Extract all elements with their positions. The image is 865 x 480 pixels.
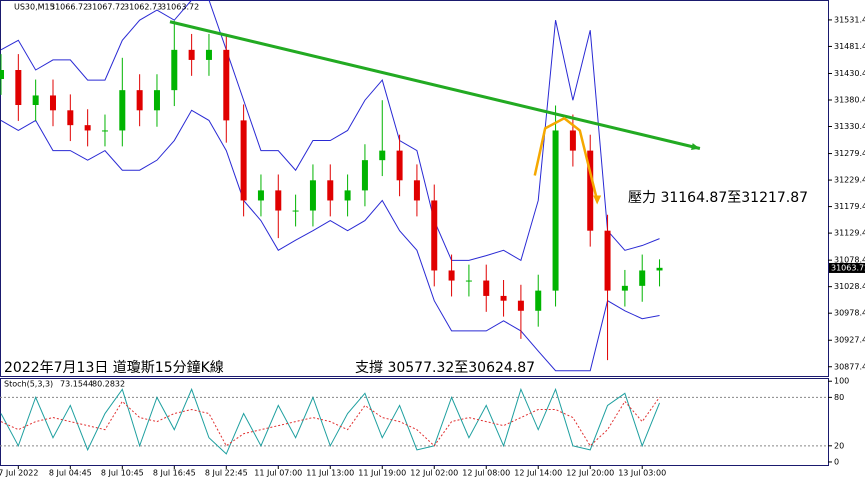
candle-body	[188, 49, 195, 60]
candle-body	[205, 49, 212, 60]
candle-body	[465, 280, 472, 282]
candle-body	[656, 267, 663, 271]
y-tick-label: 31279.44	[834, 149, 865, 158]
candle-body	[604, 230, 611, 291]
candle-body	[396, 150, 403, 181]
orange-arrow-path	[533, 116, 599, 201]
main-plot	[0, 0, 701, 372]
candle-body	[431, 200, 438, 271]
y-tick-label: 31531.44	[834, 15, 865, 24]
candle-body	[344, 190, 351, 201]
x-tick-label: 13 Jul 03:00	[618, 469, 666, 478]
symbol: US30,M15	[14, 3, 55, 12]
stoch-main-value: 73.1544	[60, 380, 93, 389]
candle-body	[500, 295, 507, 301]
x-tick-label: 8 Jul 04:45	[49, 469, 92, 478]
main-panel	[0, 0, 829, 377]
candle-body	[240, 120, 247, 201]
x-tick-label: 12 Jul 02:00	[410, 469, 458, 478]
candle-body	[483, 280, 490, 296]
x-tick-label: 11 Jul 19:00	[358, 469, 406, 478]
candle-body	[223, 49, 230, 121]
header-low: 31062.73	[124, 3, 162, 12]
x-tick-label: 12 Jul 14:00	[514, 469, 562, 478]
y-tick-label: 30927.44	[834, 336, 865, 345]
y-tick-label: 31430.44	[834, 69, 865, 78]
y-tick-label: 31129.44	[834, 229, 865, 238]
candle-body	[517, 300, 524, 311]
candle-body	[379, 150, 386, 161]
stoch-signal-value: 80.2832	[92, 380, 125, 389]
y-tick-label: 31078.44	[834, 256, 865, 265]
candle-body	[119, 90, 126, 131]
trend-line	[169, 20, 701, 150]
candle-body	[292, 210, 299, 212]
candle-body	[639, 270, 646, 286]
y-tick-label: 30978.44	[834, 309, 865, 318]
candle-body	[569, 130, 576, 151]
candle-body	[552, 130, 559, 291]
candle-body	[67, 110, 74, 126]
orange-arrowhead	[593, 195, 602, 205]
stoch-title: Stoch(5,3,3)	[4, 380, 53, 389]
stoch-tick-label: 20	[834, 441, 844, 450]
y-tick-label: 31229.44	[834, 176, 865, 185]
stoch-tick-label: 80	[834, 393, 844, 402]
header-high: 31067.72	[87, 3, 125, 12]
y-tick-label: 31028.44	[834, 282, 865, 291]
upper-band	[0, 0, 660, 262]
candle-body	[535, 290, 542, 311]
stoch-tick-label: 100	[834, 377, 849, 386]
candle-body	[257, 190, 264, 201]
candle-body	[621, 285, 628, 291]
x-tick-label: 12 Jul 08:00	[462, 469, 510, 478]
support-note: 支撐 30577.32至30624.87	[355, 360, 535, 376]
candle-body	[448, 270, 455, 281]
y-tick-label: 31380.44	[834, 95, 865, 104]
candle-body	[32, 95, 39, 106]
stoch-main	[0, 387, 661, 455]
x-tick-label: 11 Jul 13:00	[306, 469, 354, 478]
candle-body	[101, 130, 108, 132]
trend-arrowhead	[691, 143, 700, 150]
stoch-panel	[0, 378, 829, 466]
candle-body	[84, 125, 91, 131]
price-tag	[829, 262, 865, 273]
candle-body	[275, 190, 282, 211]
x-tick-label: 7 Jul 2022	[0, 469, 38, 478]
candle-body	[153, 90, 160, 111]
candle-body	[413, 180, 420, 201]
x-tick-label: 11 Jul 07:00	[254, 469, 302, 478]
candle-body	[171, 49, 178, 91]
y-tick-label: 31481.44	[834, 42, 865, 51]
candle-body	[309, 180, 316, 211]
x-tick-label: 8 Jul 22:45	[205, 469, 248, 478]
x-tick-label: 12 Jul 20:00	[566, 469, 614, 478]
candle-body	[327, 180, 334, 201]
stoch-signal	[0, 396, 660, 447]
resistance-note: 壓力 31164.87至31217.87	[628, 190, 808, 206]
x-tick-label: 8 Jul 10:45	[101, 469, 144, 478]
candle-body	[15, 70, 22, 106]
price-tag-label: 31063.72	[831, 263, 865, 272]
header-open: 31066.72	[50, 3, 88, 12]
candle-body	[136, 90, 143, 111]
header-close: 31063.72	[161, 3, 199, 12]
stoch-tick-label: 0	[834, 457, 839, 466]
candle-body	[361, 160, 368, 191]
caption: 2022年7月13日 道瓊斯15分鐘K線	[4, 359, 224, 376]
lower-band	[0, 109, 660, 372]
y-tick-label: 30877.44	[834, 362, 865, 371]
y-tick-label: 31330.44	[834, 122, 865, 131]
candle-body	[0, 70, 4, 80]
y-tick-label: 31179.44	[834, 202, 865, 211]
x-tick-label: 8 Jul 16:45	[153, 469, 196, 478]
candle-body	[49, 95, 56, 111]
candle-body	[587, 150, 594, 231]
